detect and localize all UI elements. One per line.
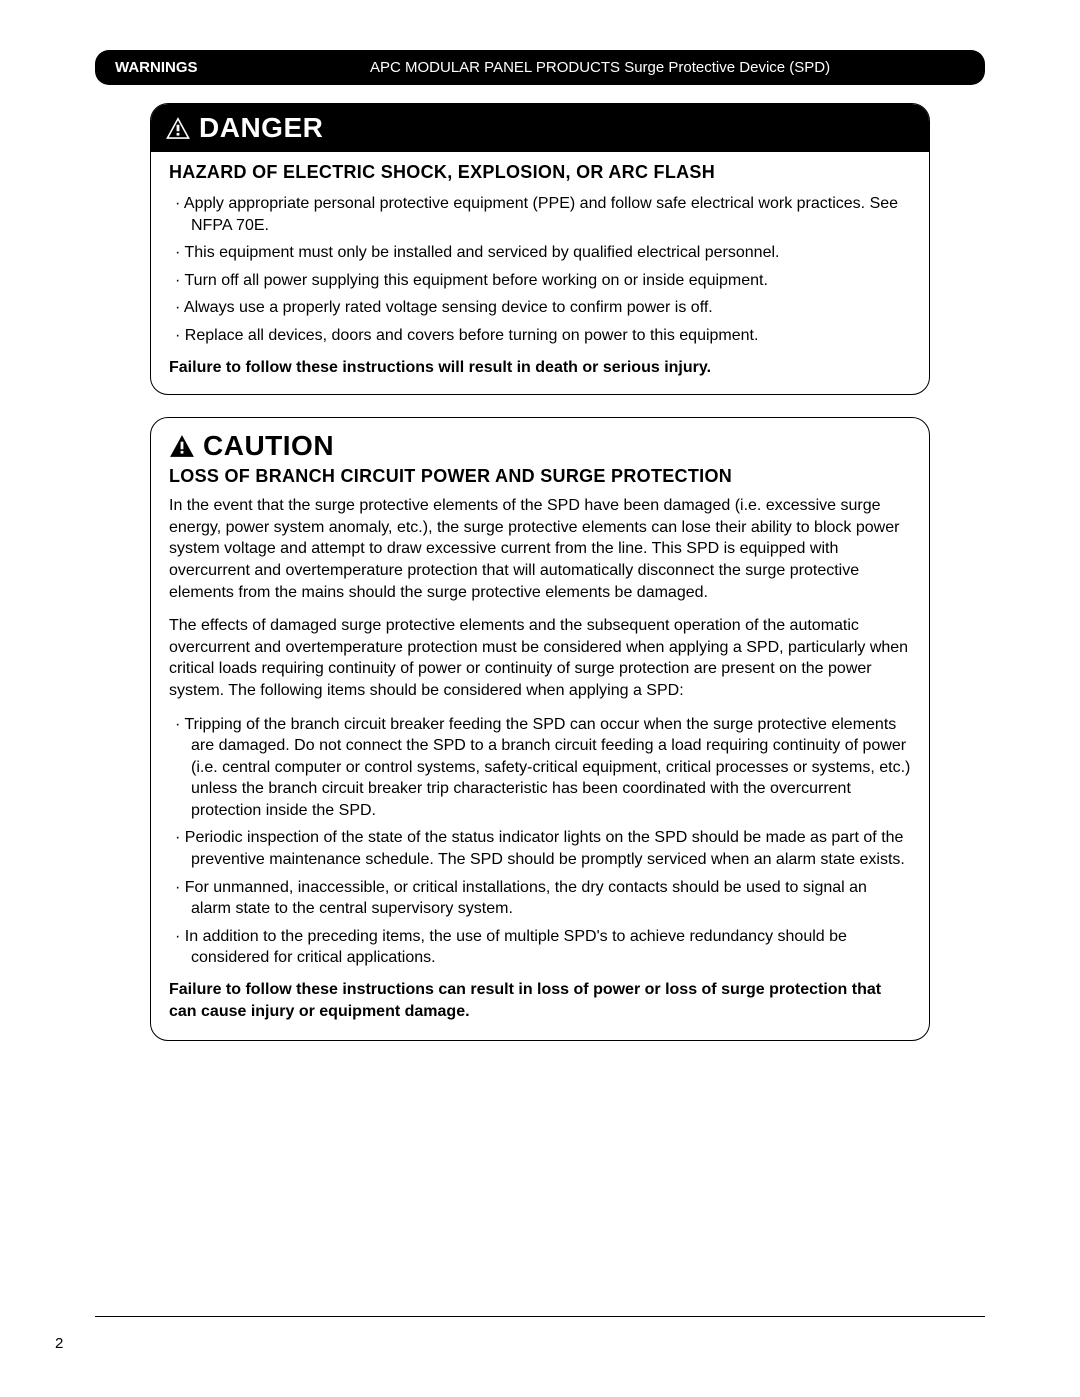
warning-triangle-icon bbox=[165, 116, 191, 140]
list-item: Replace all devices, doors and covers be… bbox=[175, 325, 911, 347]
danger-body: HAZARD OF ELECTRIC SHOCK, EXPLOSION, OR … bbox=[151, 152, 929, 394]
list-item: For unmanned, inaccessible, or critical … bbox=[175, 877, 911, 920]
caution-paragraph: In the event that the surge protective e… bbox=[169, 495, 911, 603]
caution-paragraph: The effects of damaged surge protective … bbox=[169, 615, 911, 701]
caution-title: CAUTION bbox=[203, 430, 334, 462]
list-item: Apply appropriate personal protective eq… bbox=[175, 193, 911, 236]
caution-title-row: CAUTION bbox=[169, 430, 911, 462]
page-header: WARNINGS APC MODULAR PANEL PRODUCTS Surg… bbox=[95, 50, 985, 85]
list-item: In addition to the preceding items, the … bbox=[175, 926, 911, 969]
warning-triangle-icon bbox=[169, 434, 195, 458]
danger-failure-text: Failure to follow these instructions wil… bbox=[169, 357, 911, 379]
header-doc-title: APC MODULAR PANEL PRODUCTS Surge Protect… bbox=[370, 59, 965, 76]
danger-panel: DANGER HAZARD OF ELECTRIC SHOCK, EXPLOSI… bbox=[150, 103, 930, 395]
caution-bullet-list: Tripping of the branch circuit breaker f… bbox=[175, 714, 911, 970]
footer-rule bbox=[95, 1316, 985, 1317]
list-item: Tripping of the branch circuit breaker f… bbox=[175, 714, 911, 822]
list-item: This equipment must only be installed an… bbox=[175, 242, 911, 264]
caution-panel: CAUTION LOSS OF BRANCH CIRCUIT POWER AND… bbox=[150, 417, 930, 1041]
header-section-label: WARNINGS bbox=[115, 59, 370, 76]
list-item: Periodic inspection of the state of the … bbox=[175, 827, 911, 870]
danger-heading: HAZARD OF ELECTRIC SHOCK, EXPLOSION, OR … bbox=[169, 162, 911, 183]
list-item: Always use a properly rated voltage sens… bbox=[175, 297, 911, 319]
danger-title-bar: DANGER bbox=[151, 104, 929, 152]
danger-title: DANGER bbox=[199, 112, 323, 144]
caution-failure-text: Failure to follow these instructions can… bbox=[169, 979, 911, 1022]
list-item: Turn off all power supplying this equipm… bbox=[175, 270, 911, 292]
page-number: 2 bbox=[55, 1335, 63, 1352]
caution-heading: LOSS OF BRANCH CIRCUIT POWER AND SURGE P… bbox=[169, 466, 911, 487]
danger-bullet-list: Apply appropriate personal protective eq… bbox=[175, 193, 911, 347]
